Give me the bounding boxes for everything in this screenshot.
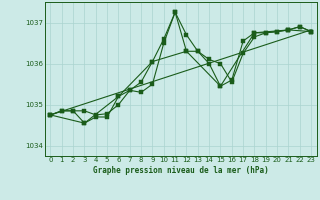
X-axis label: Graphe pression niveau de la mer (hPa): Graphe pression niveau de la mer (hPa) — [93, 166, 269, 175]
